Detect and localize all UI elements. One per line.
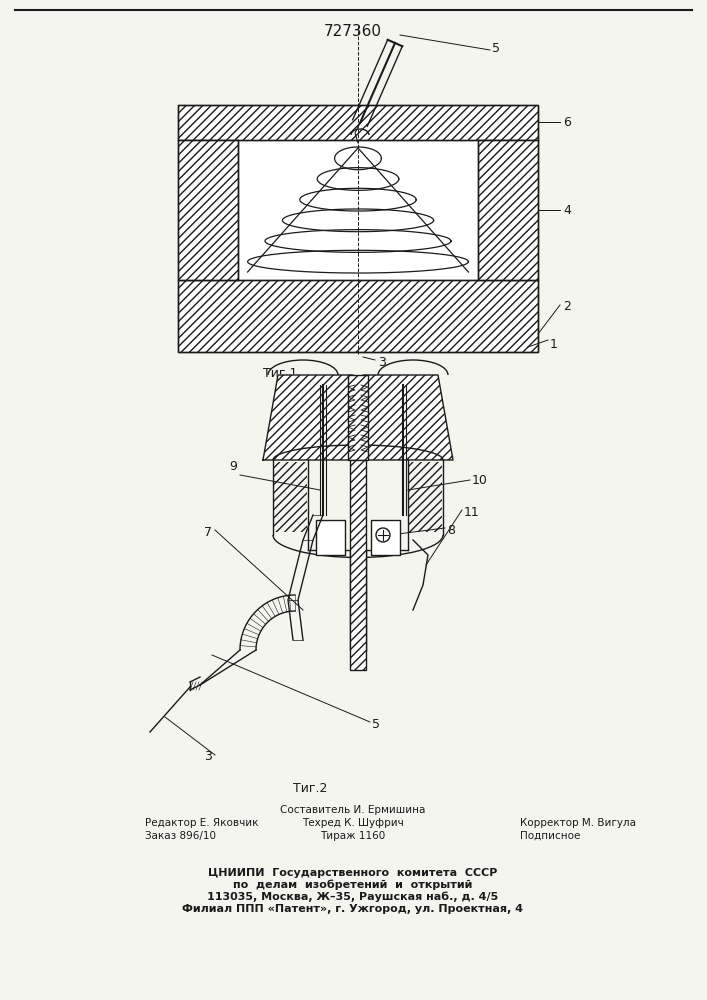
Bar	[178, 140, 238, 280]
Text: 5: 5	[372, 718, 380, 732]
Circle shape	[376, 528, 390, 542]
Text: Филиал ППП «Патент», г. Ужгород, ул. Проектная, 4: Филиал ППП «Патент», г. Ужгород, ул. Про…	[182, 904, 523, 914]
Bar	[316, 520, 345, 555]
Text: 3: 3	[204, 750, 212, 764]
Bar	[350, 460, 366, 670]
Text: 7: 7	[204, 526, 212, 538]
Text: Техред К. Шуфрич: Техред К. Шуфрич	[302, 818, 404, 828]
Text: 1: 1	[550, 338, 558, 351]
Text: Τиг.1: Τиг.1	[263, 367, 297, 380]
Text: 6: 6	[563, 115, 571, 128]
Polygon shape	[363, 375, 453, 460]
Text: 11: 11	[464, 506, 480, 518]
Text: Редактор Е. Яковчик: Редактор Е. Яковчик	[145, 818, 259, 828]
Text: 727360: 727360	[324, 24, 382, 39]
Bar	[178, 105, 538, 140]
Bar	[178, 280, 538, 352]
Bar	[274, 462, 307, 532]
Bar	[478, 140, 538, 280]
Polygon shape	[263, 375, 353, 460]
Bar	[350, 460, 366, 670]
Text: Подписное: Подписное	[520, 831, 580, 841]
Text: Составитель И. Ермишина: Составитель И. Ермишина	[280, 805, 426, 815]
Text: ЦНИИПИ  Государственного  комитета  СССР: ЦНИИПИ Государственного комитета СССР	[209, 868, 498, 878]
Text: 2: 2	[563, 300, 571, 314]
Text: 5: 5	[492, 41, 500, 54]
Text: Τиг.2: Τиг.2	[293, 782, 327, 795]
Bar	[371, 520, 400, 555]
Text: 10: 10	[472, 474, 488, 487]
Bar	[348, 375, 368, 460]
Text: по  делам  изобретений  и  открытий: по делам изобретений и открытий	[233, 880, 473, 890]
Text: 113035, Москва, Ж–35, Раушская наб., д. 4/5: 113035, Москва, Ж–35, Раушская наб., д. …	[207, 892, 498, 902]
Text: Заказ 896/10: Заказ 896/10	[145, 831, 216, 841]
Bar	[238, 140, 478, 280]
Text: 4: 4	[563, 204, 571, 217]
Bar	[178, 105, 538, 352]
Text: 8: 8	[447, 524, 455, 536]
Text: Тираж 1160: Тираж 1160	[320, 831, 385, 841]
Bar	[408, 462, 442, 532]
Bar	[348, 375, 368, 460]
Text: Корректор М. Вигула: Корректор М. Вигула	[520, 818, 636, 828]
Text: 9: 9	[229, 460, 237, 473]
Text: 3: 3	[378, 356, 386, 368]
